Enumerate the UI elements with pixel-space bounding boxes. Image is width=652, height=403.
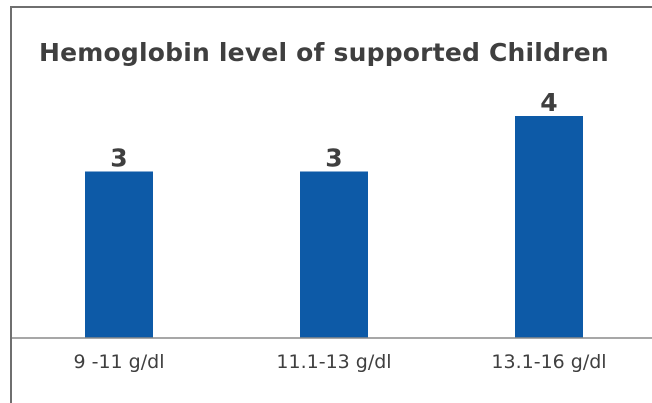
bar [300, 171, 368, 338]
x-tick-label: 9 -11 g/dl [73, 351, 164, 373]
chart-frame: Hemoglobin level of supported Children 3… [10, 6, 652, 403]
x-tick-label: 13.1-16 g/dl [491, 351, 606, 373]
data-label: 3 [110, 144, 127, 173]
data-label: 4 [540, 88, 557, 117]
bar-chart: 3 9 -11 g/dl 3 11.1-13 g/dl 4 13.1-16 g/dl [12, 88, 652, 373]
x-tick-label: 11.1-13 g/dl [276, 351, 391, 373]
bar [85, 171, 153, 338]
bar [515, 116, 583, 338]
data-label: 3 [325, 144, 342, 173]
chart-title: Hemoglobin level of supported Children [39, 38, 609, 67]
